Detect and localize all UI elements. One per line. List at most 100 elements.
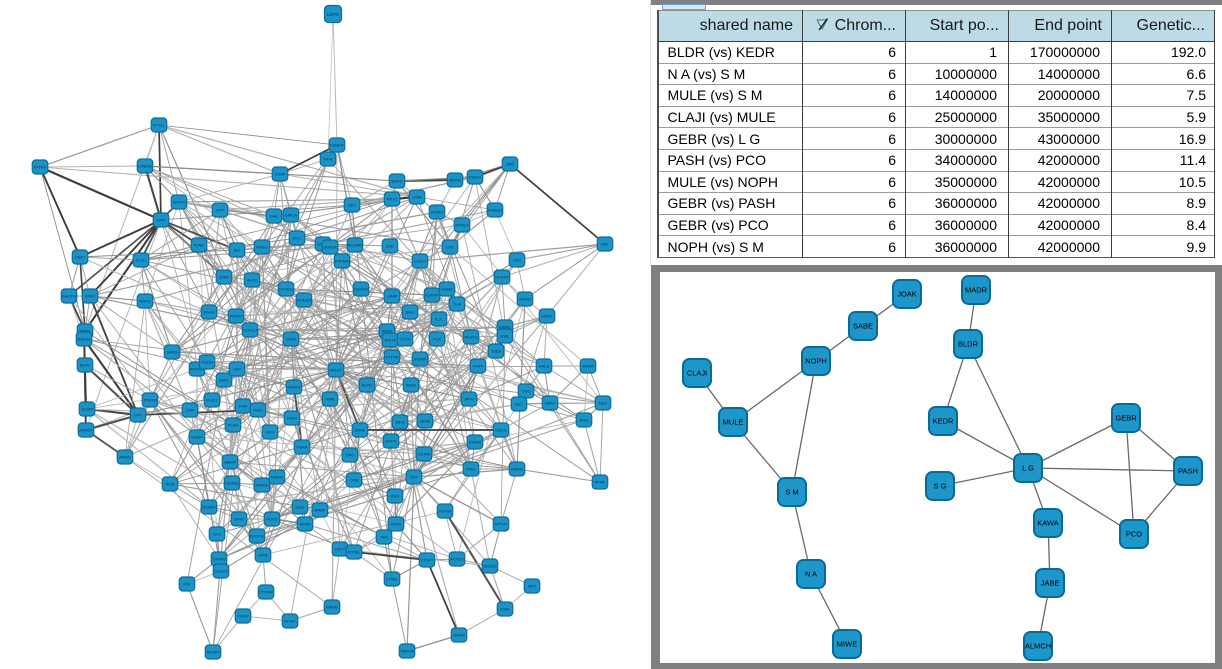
svg-text:MCMD: MCMD xyxy=(207,650,220,655)
svg-text:BJE: BJE xyxy=(386,244,394,249)
svg-text:JPMJW: JPMJW xyxy=(143,398,157,403)
svg-text:RCEMD: RCEMD xyxy=(348,243,363,248)
svg-text:CEGTK: CEGTK xyxy=(214,569,228,574)
svg-text:EFBH: EFBH xyxy=(80,329,91,334)
svg-text:WBFE: WBFE xyxy=(499,325,511,330)
svg-text:ICCU: ICCU xyxy=(136,258,146,263)
svg-text:KEDR: KEDR xyxy=(933,417,954,426)
svg-text:SSMW: SSMW xyxy=(414,357,427,362)
svg-text:AHJC: AHJC xyxy=(247,278,258,283)
svg-text:PRGP: PRGP xyxy=(237,614,249,619)
svg-text:EEJ: EEJ xyxy=(515,402,522,407)
svg-text:OHUCP: OHUCP xyxy=(297,298,312,303)
svg-text:PLR: PLR xyxy=(433,337,441,342)
svg-text:ICPBE: ICPBE xyxy=(348,550,360,555)
svg-text:IOHPA: IOHPA xyxy=(418,452,430,457)
svg-text:MADR: MADR xyxy=(965,286,988,295)
svg-text:JWIF: JWIF xyxy=(156,218,166,223)
svg-text:CKF: CKF xyxy=(446,245,455,250)
svg-text:MREB: MREB xyxy=(511,467,523,472)
svg-text:UGPE: UGPE xyxy=(327,12,340,17)
svg-text:SEC: SEC xyxy=(348,203,356,208)
svg-text:ESGEE: ESGEE xyxy=(225,481,239,486)
svg-text:POPI: POPI xyxy=(473,364,483,369)
svg-text:FFEL: FFEL xyxy=(466,467,477,472)
svg-text:KTSLL: KTSLL xyxy=(153,123,166,128)
svg-text:HAIR: HAIR xyxy=(387,294,397,299)
svg-text:HLN: HLN xyxy=(266,430,274,435)
svg-text:MPDB: MPDB xyxy=(326,605,338,610)
svg-text:JOAK: JOAK xyxy=(897,290,917,299)
svg-text:ALMC: ALMC xyxy=(361,383,372,388)
svg-text:KTTHK: KTTHK xyxy=(385,355,398,360)
svg-text:KJNP: KJNP xyxy=(194,243,205,248)
svg-text:UKFT: UKFT xyxy=(335,547,346,552)
svg-text:ILJL: ILJL xyxy=(435,317,443,322)
svg-text:S G: S G xyxy=(934,482,947,491)
svg-text:N A: N A xyxy=(805,570,817,579)
svg-text:ANWT: ANWT xyxy=(541,314,553,319)
svg-text:CIM: CIM xyxy=(513,258,520,263)
svg-text:MUUT: MUUT xyxy=(330,368,342,373)
svg-text:KLJLT: KLJLT xyxy=(206,398,218,403)
svg-text:KFPAF: KFPAF xyxy=(34,165,47,170)
svg-text:RALS: RALS xyxy=(539,364,550,369)
svg-text:HGG: HGG xyxy=(253,408,262,413)
svg-text:POTPP: POTPP xyxy=(259,590,273,595)
svg-text:JJFWG: JJFWG xyxy=(212,557,225,562)
svg-text:GKD: GKD xyxy=(506,162,515,167)
svg-text:HFUJO: HFUJO xyxy=(495,275,508,280)
svg-text:EAGTG: EAGTG xyxy=(62,294,76,299)
svg-text:WFU: WFU xyxy=(395,420,404,425)
svg-text:JDEA: JDEA xyxy=(491,349,502,354)
svg-text:UCP: UCP xyxy=(233,367,242,372)
svg-text:ANEUI: ANEUI xyxy=(256,483,268,488)
svg-text:BBGR: BBGR xyxy=(224,460,235,465)
svg-text:GEGPD: GEGPD xyxy=(354,287,369,292)
svg-text:HUFG: HUFG xyxy=(266,517,277,522)
svg-text:HCDD: HCDD xyxy=(201,360,213,365)
svg-text:BAHA: BAHA xyxy=(204,310,215,315)
svg-text:MULE: MULE xyxy=(723,418,744,427)
svg-text:SIACA: SIACA xyxy=(285,213,297,218)
svg-text:GULG: GULG xyxy=(495,428,506,433)
svg-text:SABE: SABE xyxy=(853,322,873,331)
svg-text:WIE: WIE xyxy=(601,242,609,247)
svg-text:SIHR: SIHR xyxy=(234,517,244,522)
svg-text:JBCB: JBCB xyxy=(420,419,431,424)
svg-text:ENG: ENG xyxy=(580,418,589,423)
svg-text:ACTED: ACTED xyxy=(450,557,464,562)
svg-text:CTNJT: CTNJT xyxy=(421,558,434,563)
svg-text:EUKKF: EUKKF xyxy=(425,293,439,298)
svg-text:CWII: CWII xyxy=(501,607,510,612)
svg-text:MMJD: MMJD xyxy=(519,297,531,302)
svg-text:RFHC: RFHC xyxy=(284,619,295,624)
svg-text:OST: OST xyxy=(410,475,419,480)
svg-text:OCC: OCC xyxy=(213,532,222,537)
svg-text:MIWE: MIWE xyxy=(837,640,857,649)
svg-text:KPNLS: KPNLS xyxy=(455,223,468,228)
svg-text:DOFD: DOFD xyxy=(385,439,396,444)
svg-text:NGTM: NGTM xyxy=(439,509,451,514)
svg-text:DCC: DCC xyxy=(293,236,302,241)
svg-text:AWSD: AWSD xyxy=(119,455,131,460)
svg-text:KPOGK: KPOGK xyxy=(190,367,205,372)
svg-text:RJF: RJF xyxy=(183,582,191,587)
svg-text:LDHO: LDHO xyxy=(414,259,425,264)
svg-text:PASH: PASH xyxy=(1178,467,1198,476)
svg-text:MWCN: MWCN xyxy=(288,385,301,390)
svg-text:PFMF: PFMF xyxy=(595,480,606,485)
svg-text:RPEG: RPEG xyxy=(256,245,267,250)
svg-text:FHFMN: FHFMN xyxy=(335,259,349,264)
svg-text:SLDW: SLDW xyxy=(81,407,93,412)
svg-text:JABE: JABE xyxy=(1041,579,1060,588)
svg-text:PSRA: PSRA xyxy=(297,445,308,450)
svg-text:OTSA: OTSA xyxy=(400,337,411,342)
svg-text:CUM: CUM xyxy=(412,195,421,200)
svg-text:ALMCH: ALMCH xyxy=(1025,642,1051,651)
svg-text:AAHL: AAHL xyxy=(219,378,230,383)
svg-text:RNRS: RNRS xyxy=(139,299,151,304)
svg-text:NKLM: NKLM xyxy=(384,338,395,343)
svg-text:UTR: UTR xyxy=(186,408,194,413)
svg-text:LDWJS: LDWJS xyxy=(138,164,152,169)
